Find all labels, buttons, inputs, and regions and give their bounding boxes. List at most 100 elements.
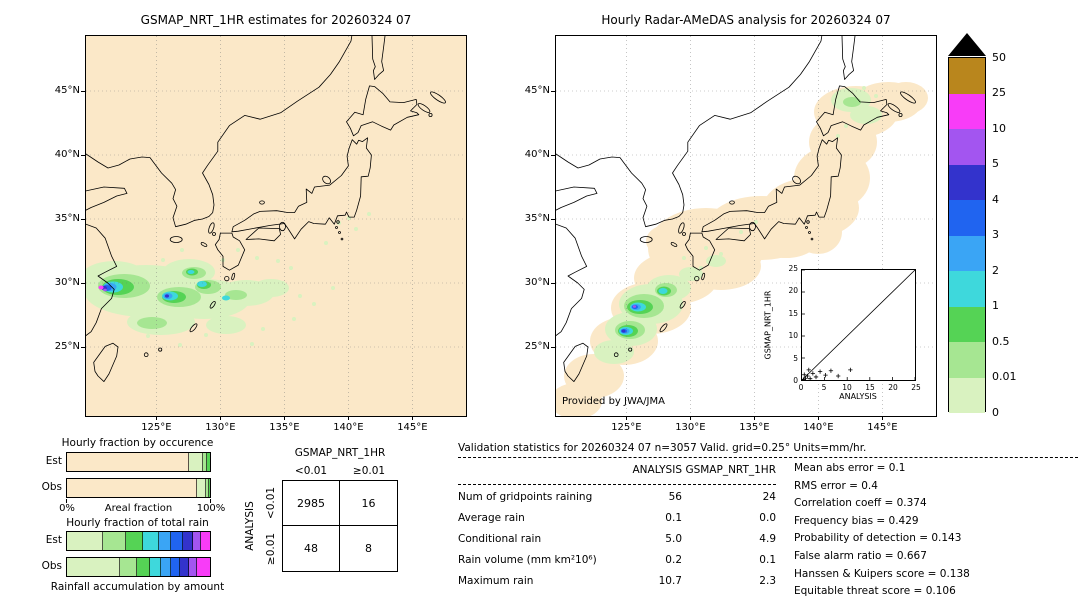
bar-segment-3 bbox=[149, 558, 162, 576]
validation-row: Average rain 0.1 0.0 bbox=[458, 508, 776, 529]
colorbar-band-7 bbox=[949, 306, 985, 342]
radar-coverage-shading bbox=[556, 82, 928, 416]
lat-tick-label: 25°N bbox=[524, 341, 550, 352]
stat-label: Average rain bbox=[458, 512, 525, 524]
inset-x-axis-label: ANALYSIS bbox=[839, 392, 877, 401]
contingency-table: 2985 16 48 8 bbox=[282, 480, 398, 572]
colorbar-band-1 bbox=[949, 93, 985, 129]
colorbar-band-3 bbox=[949, 164, 985, 200]
bar-segment-6 bbox=[182, 532, 193, 550]
gsmap-value: 2.3 bbox=[759, 575, 776, 587]
total-rain-caption: Rainfall accumulation by amount bbox=[50, 581, 225, 593]
lat-tick-label: 45°N bbox=[54, 85, 80, 96]
occurrence-est-bar bbox=[66, 452, 211, 472]
bar-segment-2 bbox=[202, 453, 208, 471]
gsmap-value: 0.1 bbox=[759, 554, 776, 566]
gsmap-value: 0.0 bbox=[759, 512, 776, 524]
score-line: Correlation coeff = 0.374 bbox=[794, 497, 927, 510]
occurrence-obs-bar bbox=[66, 478, 211, 498]
analysis-value: 56 bbox=[668, 491, 682, 503]
occurrence-est-label: Est bbox=[45, 455, 62, 467]
score-line: Hanssen & Kuipers score = 0.138 bbox=[794, 567, 970, 580]
bar-segment-4 bbox=[161, 558, 172, 576]
lat-tick-label: 40°N bbox=[524, 149, 550, 160]
validation-row: Maximum rain 10.7 2.3 bbox=[458, 571, 776, 592]
bar-segment-8 bbox=[197, 558, 210, 576]
scatter-axis-ticks bbox=[802, 270, 915, 380]
bar-segment-1 bbox=[188, 453, 203, 471]
colorbar-tick-label: 1 bbox=[992, 299, 999, 312]
lat-tick-label: 25°N bbox=[54, 341, 80, 352]
lat-tick-mark bbox=[551, 90, 555, 92]
score-line: Mean abs error = 0.1 bbox=[794, 462, 906, 474]
bar-segment-7 bbox=[192, 532, 202, 550]
colorbar-tick-label: 3 bbox=[992, 228, 999, 241]
lat-tick-label: 30°N bbox=[524, 277, 550, 288]
stat-label: Num of gridpoints raining bbox=[458, 491, 593, 503]
lon-tick-mark bbox=[347, 416, 349, 420]
total-rain-obs-label: Obs bbox=[41, 560, 62, 572]
lon-tick-label: 125°E bbox=[611, 422, 642, 433]
validation-row: Conditional rain 5.0 4.9 bbox=[458, 529, 776, 550]
colorbar-band-4 bbox=[949, 200, 985, 236]
lat-tick-label: 40°N bbox=[54, 149, 80, 160]
lat-tick-mark bbox=[551, 218, 555, 220]
lat-tick-mark bbox=[81, 218, 85, 220]
lon-tick-label: 145°E bbox=[867, 422, 898, 433]
colorbar-band-2 bbox=[949, 129, 985, 165]
inset-y-tick-label: 25 bbox=[788, 264, 798, 273]
lat-tick-mark bbox=[81, 346, 85, 348]
precipitation-blobs bbox=[594, 86, 882, 364]
contingency-col-label-ge: ≥0.01 bbox=[352, 465, 386, 477]
bar-segment-0 bbox=[67, 532, 103, 550]
gsmap-map-canvas bbox=[86, 36, 466, 416]
colorbar-band-8 bbox=[949, 342, 985, 378]
bar-segment-3 bbox=[142, 532, 159, 550]
grid-lines bbox=[86, 36, 466, 416]
lon-tick-label: 135°E bbox=[739, 422, 770, 433]
lon-tick-mark bbox=[411, 416, 413, 420]
gsmap-estimate-map: 125°E 130°E 135°E 140°E 145°E 45°N 40°N 35°N 30°… bbox=[55, 35, 467, 433]
lon-tick-mark bbox=[689, 416, 691, 420]
contingency-cell-hit-dry: 2985 bbox=[283, 481, 340, 526]
inset-x-tick-label: 0 bbox=[798, 383, 804, 392]
bar-segment-0 bbox=[67, 453, 189, 471]
total-rain-title: Hourly fraction of total rain bbox=[66, 517, 209, 529]
lon-tick-mark bbox=[625, 416, 627, 420]
colorbar-tick-label: 50 bbox=[992, 50, 1006, 64]
stat-label: Conditional rain bbox=[458, 533, 542, 545]
lon-tick-mark bbox=[219, 416, 221, 420]
inset-x-tick-label: 25 bbox=[911, 383, 921, 392]
precipitation-colorbar bbox=[948, 57, 986, 413]
scatter-points bbox=[802, 367, 853, 380]
occurrence-axis-100: 100% bbox=[196, 503, 226, 514]
validation-header-row: ANALYSIS GSMAP_NRT_1HR bbox=[458, 460, 776, 481]
lon-tick-label: 140°E bbox=[803, 422, 834, 433]
lat-tick-mark bbox=[81, 282, 85, 284]
axis-tick-0 bbox=[66, 499, 67, 503]
analysis-value: 5.0 bbox=[665, 533, 682, 545]
lon-tick-label: 130°E bbox=[675, 422, 706, 433]
nodata-background bbox=[86, 36, 466, 416]
colorbar-tick-label: 0.01 bbox=[992, 370, 1017, 383]
bar-segment-2 bbox=[137, 558, 150, 576]
validation-scores: Mean abs error = 0.1 RMS error = 0.4 Corre… bbox=[794, 460, 970, 601]
score-line: RMS error = 0.4 bbox=[794, 479, 878, 492]
colorbar-band-6 bbox=[949, 271, 985, 307]
dashed-divider bbox=[458, 484, 776, 485]
occurrence-axis-0: 0% bbox=[59, 503, 75, 514]
bar-segment-4 bbox=[158, 532, 172, 550]
inset-y-axis-label: GSMAP_NRT_1HR bbox=[763, 290, 773, 360]
contingency-col-label-lt: <0.01 bbox=[294, 465, 328, 477]
bar-segment-0 bbox=[67, 479, 198, 497]
left-map-title: GSMAP_NRT_1HR estimates for 20260324 07 bbox=[140, 13, 412, 27]
contingency-cell-hit-rain: 8 bbox=[365, 542, 372, 555]
inset-x-tick-label: 10 bbox=[842, 383, 852, 392]
inset-y-tick-label: 15 bbox=[788, 308, 798, 318]
validation-row: Rain volume (mm km²10⁶) 0.2 0.1 bbox=[458, 550, 776, 571]
score-line: Frequency bias = 0.429 bbox=[794, 514, 919, 527]
colorbar-tick-label: 0.5 bbox=[992, 334, 1010, 348]
right-map-title: Hourly Radar-AMeDAS analysis for 2026032… bbox=[601, 13, 891, 27]
contingency-row-header: ANALYSIS bbox=[244, 501, 256, 551]
